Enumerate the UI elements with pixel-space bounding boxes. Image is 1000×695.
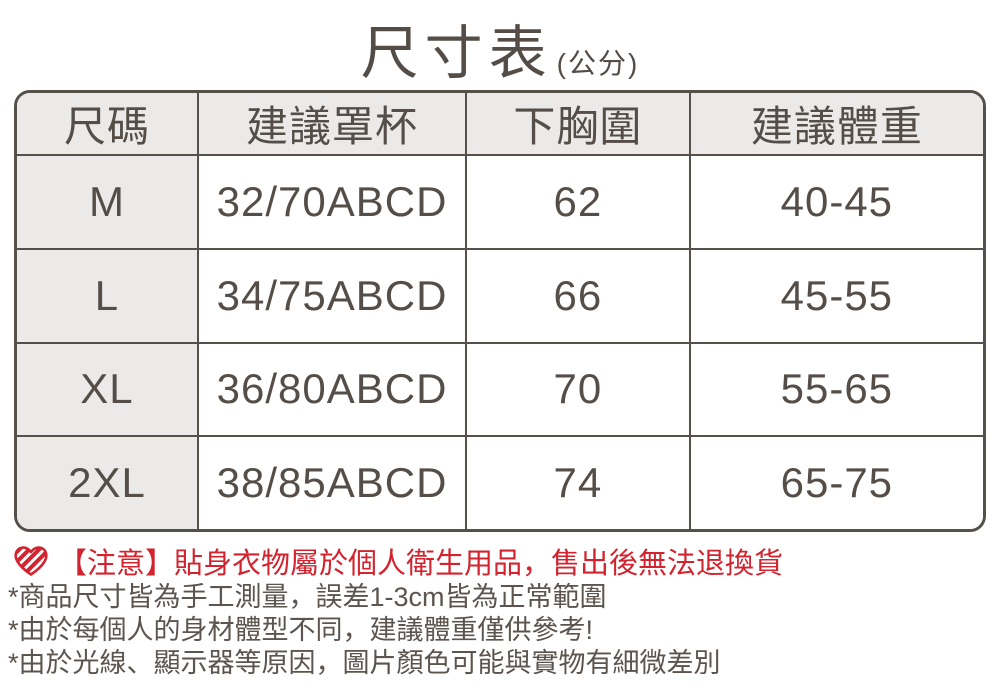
- warning-text: 【注意】貼身衣物屬於個人衛生用品，售出後無法退換貨: [58, 548, 784, 580]
- cell-size: 2XL: [17, 435, 199, 529]
- size-table: 尺碼 建議罩杯 下胸圍 建議體重 M 32/70ABCD 62 40-45 L …: [17, 93, 983, 529]
- title-text: 尺寸表: [360, 21, 553, 86]
- col-header-cup: 建議罩杯: [196, 93, 468, 156]
- cell-size: XL: [17, 341, 199, 438]
- table-header-row: 尺碼 建議罩杯 下胸圍 建議體重: [17, 93, 983, 156]
- footer-notes: 【注意】貼身衣物屬於個人衛生用品，售出後無法退換貨 *商品尺寸皆為手工測量，誤差…: [0, 532, 1000, 680]
- col-header-size: 尺碼: [17, 93, 199, 156]
- cell-underbust: 62: [465, 154, 691, 250]
- table-row: L 34/75ABCD 66 45-55: [17, 247, 983, 344]
- cell-cup: 38/85ABCD: [196, 435, 468, 529]
- note-line-weight: *由於每個人的身材體型不同，建議體重僅供參考!: [8, 615, 594, 645]
- cell-size: L: [17, 247, 199, 344]
- page-title: 尺寸表 (公分): [0, 0, 1000, 90]
- title-unit: (公分): [556, 48, 640, 79]
- cell-weight: 40-45: [688, 154, 983, 250]
- table-row: 2XL 38/85ABCD 74 65-75: [17, 435, 983, 529]
- cell-underbust: 70: [465, 341, 691, 438]
- table-row: XL 36/80ABCD 70 55-65: [17, 341, 983, 438]
- cell-weight: 45-55: [688, 247, 983, 344]
- note-line-color: *由於光線、顯示器等原因，圖片顏色可能與實物有細微差別: [8, 648, 721, 678]
- warning-note: 【注意】貼身衣物屬於個人衛生用品，售出後無法退換貨: [8, 541, 1000, 581]
- col-header-underbust: 下胸圍: [465, 93, 691, 156]
- table-row: M 32/70ABCD 62 40-45: [17, 154, 983, 250]
- cell-size: M: [17, 154, 199, 250]
- cell-cup: 34/75ABCD: [196, 247, 468, 344]
- cell-cup: 32/70ABCD: [196, 154, 468, 250]
- cell-weight: 65-75: [688, 435, 983, 529]
- cell-weight: 55-65: [688, 341, 983, 438]
- cell-underbust: 66: [465, 247, 691, 344]
- cell-underbust: 74: [465, 435, 691, 529]
- col-header-weight: 建議體重: [688, 93, 983, 156]
- note-line-measurement: *商品尺寸皆為手工測量，誤差1-3cm皆為正常範圍: [8, 582, 607, 612]
- cell-cup: 36/80ABCD: [196, 341, 468, 438]
- size-table-frame: 尺碼 建議罩杯 下胸圍 建議體重 M 32/70ABCD 62 40-45 L …: [14, 90, 986, 532]
- heart-icon: [12, 544, 50, 578]
